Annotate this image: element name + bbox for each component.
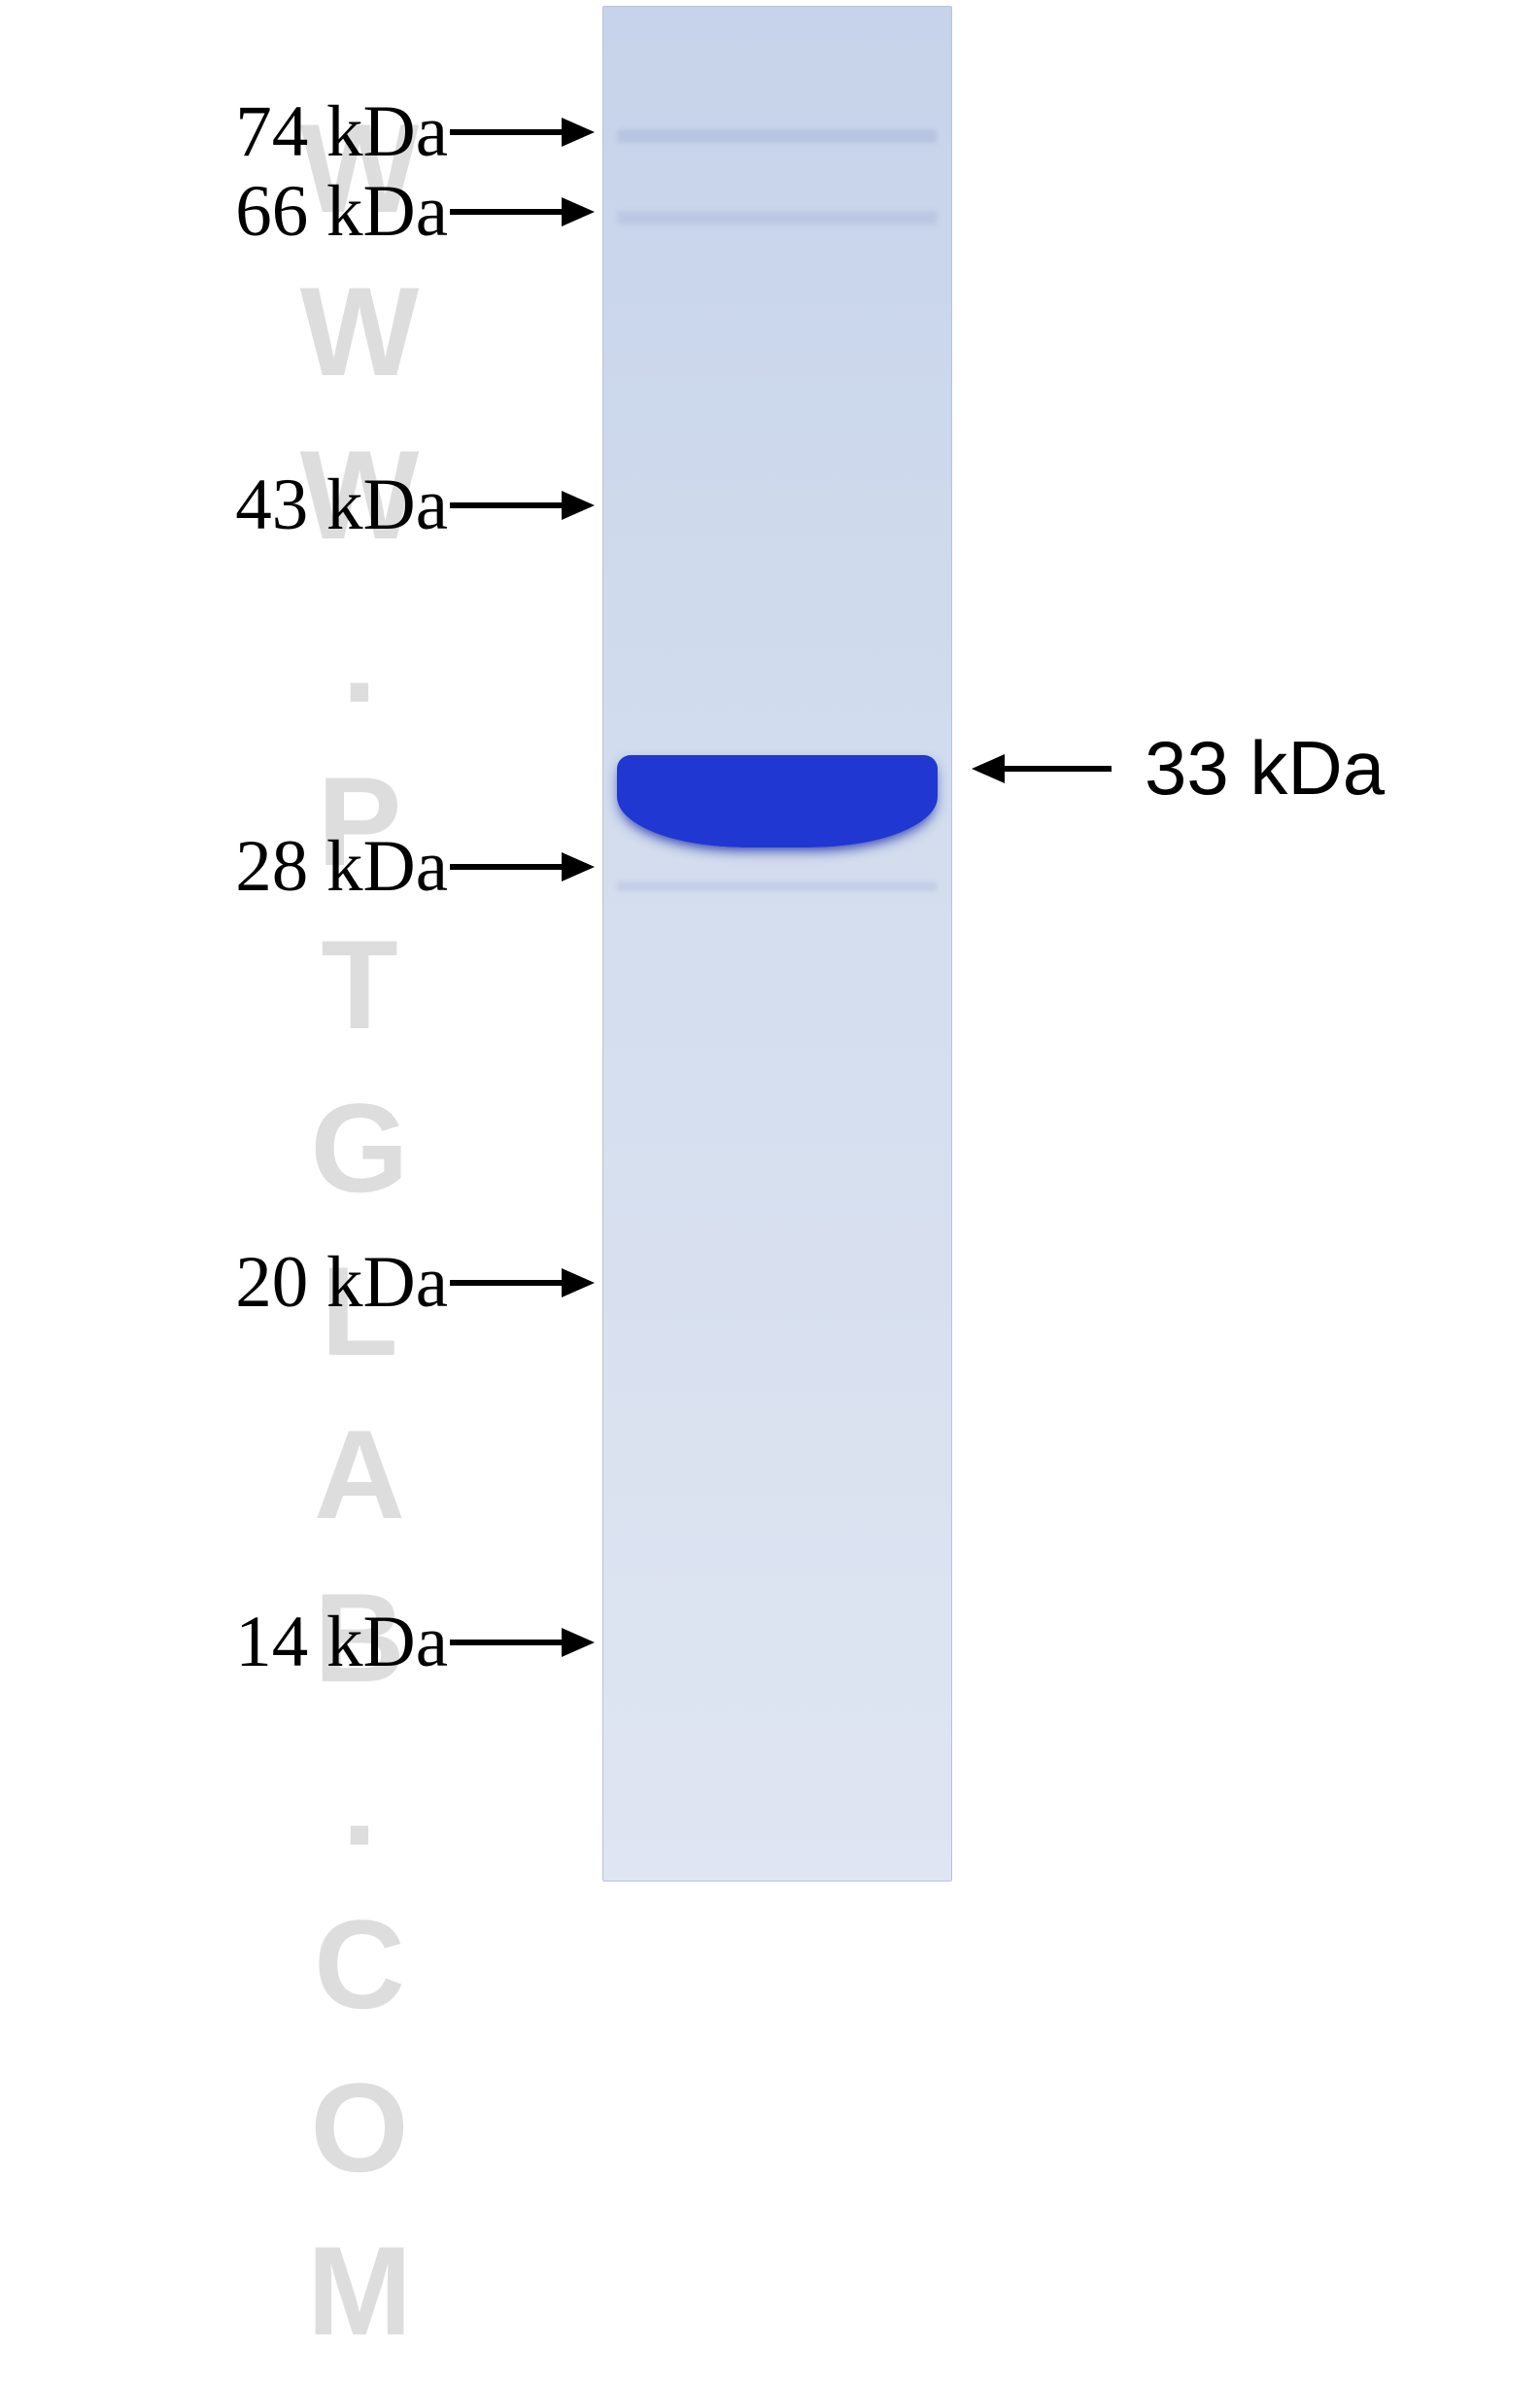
faint-band <box>617 211 937 224</box>
faint-band <box>617 881 937 891</box>
marker-label-text: 14 kDa <box>235 1601 448 1684</box>
marker-label-left: 74 kDa <box>0 90 595 174</box>
gel-lane <box>602 6 952 1882</box>
marker-label-text: 66 kDa <box>235 170 448 254</box>
faint-band <box>617 129 937 143</box>
arrow-right-icon <box>450 1268 595 1297</box>
marker-label-left: 14 kDa <box>0 1601 595 1684</box>
arrow-left-icon <box>972 754 1112 783</box>
marker-label-left: 66 kDa <box>0 170 595 254</box>
arrow-right-icon <box>450 491 595 520</box>
arrow-right-icon <box>450 197 595 226</box>
arrow-right-icon <box>450 118 595 147</box>
target-band-label: 33 kDa <box>1145 724 1385 812</box>
target-band-label-group: 33 kDa <box>972 724 1385 812</box>
marker-label-left: 43 kDa <box>0 464 595 547</box>
marker-label-text: 43 kDa <box>235 464 448 547</box>
main-protein-band <box>617 755 937 847</box>
marker-label-text: 28 kDa <box>235 825 448 909</box>
marker-label-text: 20 kDa <box>235 1241 448 1325</box>
marker-label-left: 20 kDa <box>0 1241 595 1325</box>
marker-label-left: 28 kDa <box>0 825 595 909</box>
arrow-right-icon <box>450 1628 595 1657</box>
arrow-right-icon <box>450 852 595 881</box>
marker-label-text: 74 kDa <box>235 90 448 174</box>
